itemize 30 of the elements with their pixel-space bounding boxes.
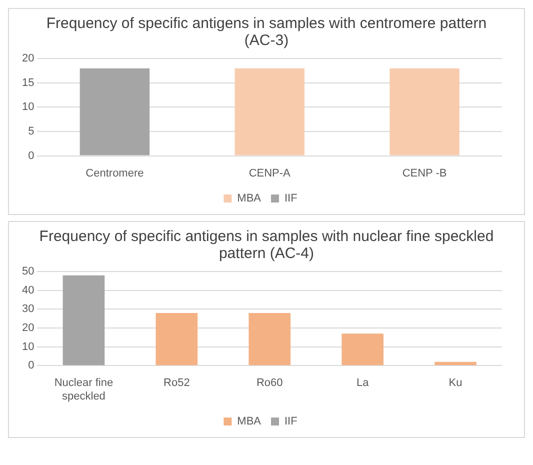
legend-label: IIF <box>284 416 298 428</box>
y-tick-label: 15 <box>22 76 34 89</box>
legend-label: IIF <box>284 192 298 205</box>
x-tick-label: Centromere <box>86 167 144 180</box>
y-tick-label: 20 <box>22 322 34 334</box>
y-tick-label: 0 <box>28 360 34 372</box>
y-tick-label: 5 <box>28 126 34 138</box>
x-tick-label: Ku <box>448 377 462 390</box>
legend-label: MBA <box>237 416 262 428</box>
bar <box>248 312 291 366</box>
y-tick-label: 50 <box>22 266 34 278</box>
x-tick-label: Ro60 <box>256 377 283 390</box>
legend-label: MBA <box>237 192 262 205</box>
y-tick-label: 10 <box>22 101 34 114</box>
bar <box>156 312 198 366</box>
x-tick-label: CENP -B <box>402 167 447 180</box>
x-tick-label: La <box>356 377 370 390</box>
y-tick-label: 10 <box>22 340 34 353</box>
x-tick-label: Ro52 <box>164 377 190 390</box>
chart-title: Frequency of specific antigens in samples with centromere pattern (AC-3) <box>45 14 488 49</box>
y-tick-label: 40 <box>22 284 34 296</box>
y-tick-label: 20 <box>22 52 34 65</box>
x-tick-label: Nuclear fine speckled <box>54 377 114 402</box>
x-tick-label: CENP-A <box>248 167 292 180</box>
bar <box>62 275 105 366</box>
bar <box>434 362 476 366</box>
y-tick-label: 30 <box>22 303 34 316</box>
chart-title: Frequency of specific antigens in samples with nuclear fine speckled pattern (AC-4) <box>38 227 495 262</box>
bar <box>342 334 384 366</box>
y-tick-label: 0 <box>28 150 34 162</box>
